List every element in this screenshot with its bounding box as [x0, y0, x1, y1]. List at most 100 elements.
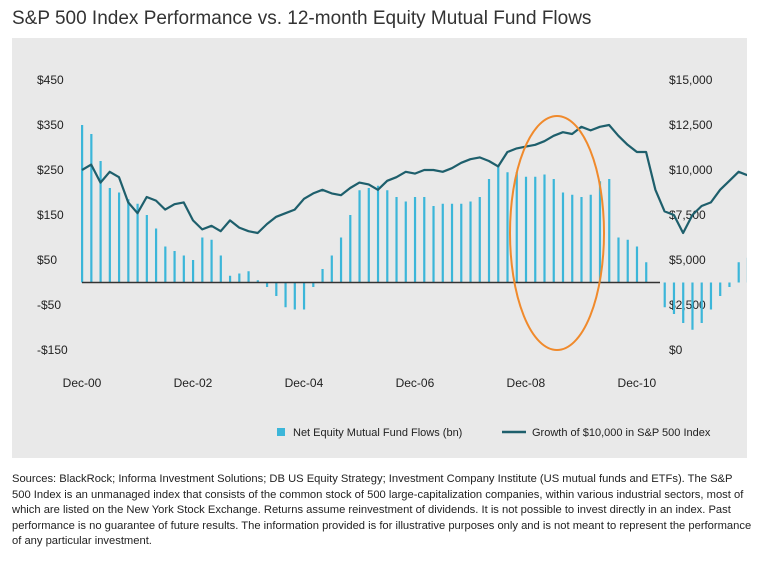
left-axis-tick-label: -$150: [37, 343, 68, 357]
left-axis-tick-label: $250: [37, 163, 64, 177]
flow-bar: [700, 282, 703, 323]
flow-bar: [432, 206, 435, 283]
flow-bar: [349, 215, 352, 283]
flow-bar: [598, 181, 602, 283]
flow-bar: [81, 125, 84, 283]
x-axis-tick-label: Dec-04: [285, 376, 324, 390]
flow-bar: [617, 237, 620, 283]
flow-bar: [737, 262, 740, 283]
flow-bar: [210, 239, 213, 283]
flow-bar: [487, 179, 491, 283]
flow-bar: [247, 271, 250, 283]
legend-label-growth: Growth of $10,000 in S&P 500 Index: [532, 427, 711, 439]
flow-bar: [719, 282, 722, 296]
flow-bar: [275, 282, 278, 296]
flow-bar: [691, 282, 694, 330]
flow-bar: [682, 282, 685, 323]
left-axis-tick-label: $150: [37, 208, 64, 222]
flow-bar: [515, 172, 518, 283]
x-axis-tick-label: Dec-02: [174, 376, 213, 390]
flow-bar: [182, 255, 185, 283]
flow-bar: [108, 188, 111, 283]
chart-title: S&P 500 Index Performance vs. 12-month E…: [12, 8, 592, 29]
flow-bar: [635, 246, 639, 283]
flow-bar: [302, 282, 306, 310]
flow-bar: [478, 197, 481, 283]
flow-bar: [265, 282, 269, 287]
flow-bar: [238, 273, 241, 283]
flow-bar: [571, 194, 574, 283]
flow-bar: [441, 203, 444, 283]
flow-bar: [497, 165, 500, 283]
chart-svg: $450 $350 $250 $150 $50 -$50 -$150 $15,000 $12,5…: [37, 73, 747, 439]
right-axis-tick-label: $15,000: [669, 73, 713, 87]
flow-bar: [127, 199, 130, 283]
flow-bar: [173, 251, 176, 283]
right-axis-tick-label: $12,500: [669, 118, 713, 132]
flow-bar: [99, 161, 102, 283]
right-axis-tick-label: $0: [669, 343, 683, 357]
x-axis-tick-label: Dec-10: [618, 376, 657, 390]
right-axis-tick-label: $10,000: [669, 163, 713, 177]
x-axis-tick-label: Dec-08: [507, 376, 546, 390]
flow-bar: [626, 239, 629, 283]
flow-bar: [395, 197, 398, 283]
flow-bar: [154, 228, 158, 283]
left-axis-tick-label: $450: [37, 73, 64, 87]
flow-bar: [469, 201, 472, 283]
flow-bar: [117, 192, 121, 283]
footnote: Sources: BlackRock; Informa Investment S…: [12, 472, 754, 550]
legend-bar-swatch: [277, 428, 285, 436]
flow-bar: [580, 197, 583, 283]
right-axis-tick-label: $2,500: [669, 298, 706, 312]
flow-bar: [367, 188, 370, 283]
flow-bar: [136, 203, 139, 283]
flow-bar: [293, 282, 296, 310]
flow-bar: [256, 280, 259, 283]
flow-bar: [330, 255, 333, 283]
flow-bar: [228, 275, 232, 283]
flow-bar: [191, 260, 195, 283]
flow-bar: [404, 201, 407, 283]
highlight-ellipse: [509, 115, 605, 351]
flow-bar: [413, 197, 417, 283]
flow-bar: [561, 192, 565, 283]
flow-bar: [423, 197, 426, 283]
flow-bar: [534, 176, 537, 283]
sp500-growth-line: [81, 123, 747, 235]
flow-bar: [284, 282, 287, 308]
flow-bar: [164, 246, 167, 283]
flow-bar: [663, 282, 666, 308]
flow-bar: [524, 176, 528, 283]
flow-bar: [543, 174, 546, 283]
legend-label-flows: Net Equity Mutual Fund Flows (bn): [293, 427, 462, 439]
flow-bar: [90, 134, 93, 283]
left-axis-tick-label: $50: [37, 253, 57, 267]
flow-bar: [219, 255, 222, 283]
flow-bar: [460, 203, 463, 283]
flow-bar: [201, 237, 204, 283]
left-axis-tick-label: -$50: [37, 298, 61, 312]
flow-bar: [709, 282, 713, 310]
left-axis-tick-label: $350: [37, 118, 64, 132]
flow-bar: [450, 203, 454, 283]
x-axis-tick-label: Dec-00: [63, 376, 102, 390]
flow-bar: [312, 282, 315, 287]
x-axis-tick-label: Dec-06: [396, 376, 435, 390]
footnote-text: Sources: BlackRock; Informa Investment S…: [12, 473, 752, 548]
flow-bar: [645, 262, 648, 283]
flow-bar: [506, 172, 509, 283]
right-axis-tick-label: $5,000: [669, 253, 706, 267]
flow-bar: [339, 237, 343, 283]
flow-bar: [589, 194, 592, 283]
flow-bar: [321, 269, 324, 283]
chart-panel: $450 $350 $250 $150 $50 -$50 -$150 $15,000 $12,5…: [12, 38, 747, 458]
flow-bar: [145, 215, 148, 283]
flow-bar: [386, 190, 389, 283]
flow-bar: [552, 179, 555, 283]
flow-bar: [376, 185, 380, 283]
flow-bar: [608, 179, 611, 283]
flow-bar: [672, 282, 676, 314]
flow-bar: [358, 190, 361, 283]
flow-bar: [728, 282, 731, 287]
